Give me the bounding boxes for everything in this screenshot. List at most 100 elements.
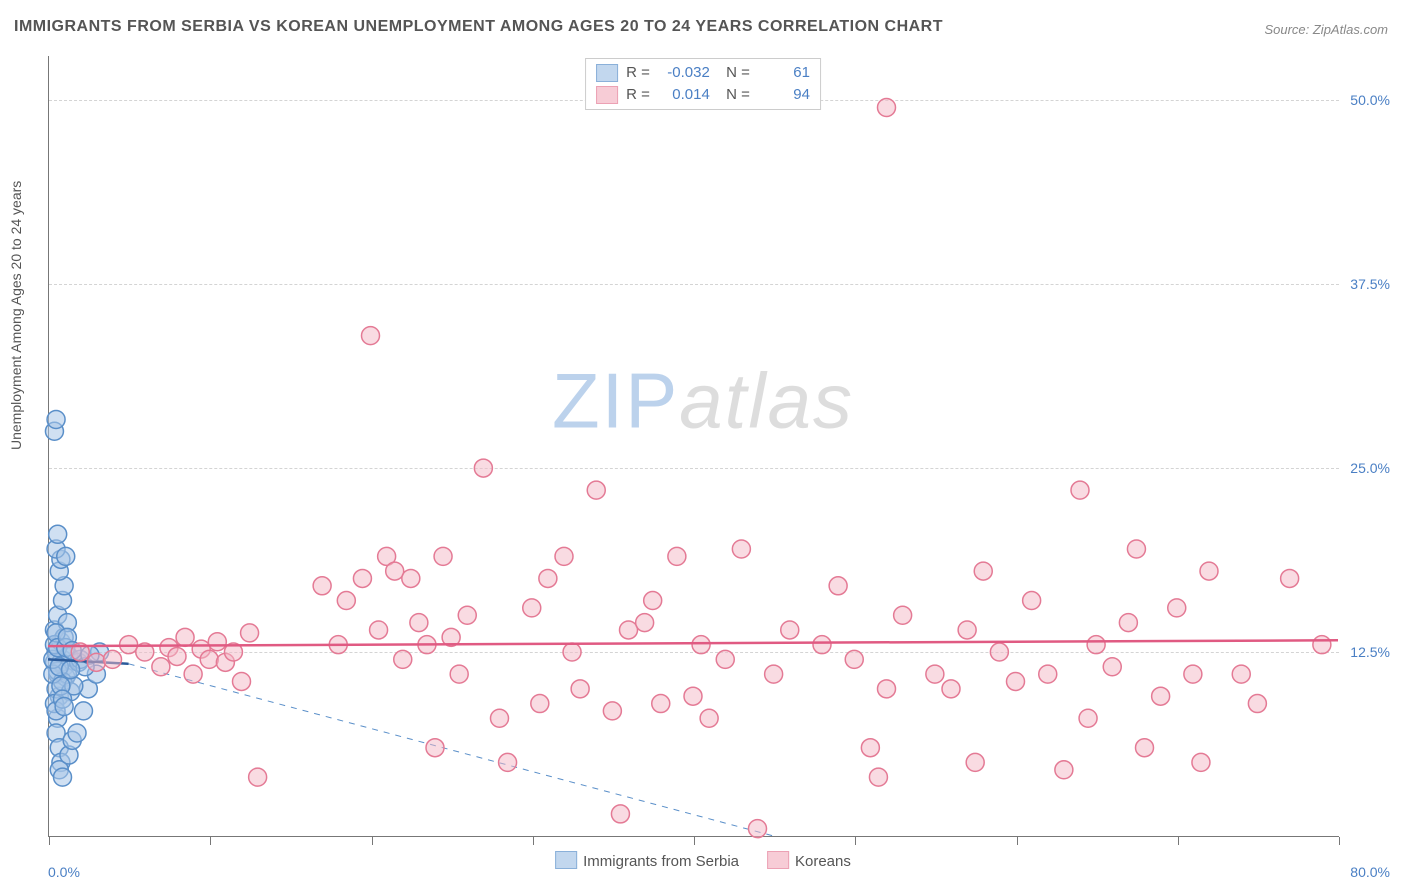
data-point bbox=[104, 650, 122, 668]
data-point bbox=[958, 621, 976, 639]
data-point bbox=[1127, 540, 1145, 558]
data-point bbox=[869, 768, 887, 786]
data-point bbox=[749, 820, 767, 838]
y-axis-label: Unemployment Among Ages 20 to 24 years bbox=[8, 181, 24, 450]
data-point bbox=[1079, 709, 1097, 727]
data-point bbox=[894, 606, 912, 624]
data-point bbox=[523, 599, 541, 617]
data-point bbox=[620, 621, 638, 639]
legend-n-label: N = bbox=[718, 62, 750, 84]
data-point bbox=[68, 724, 86, 742]
data-point bbox=[966, 753, 984, 771]
correlation-legend: R =-0.032 N =61R =0.014 N =94 bbox=[585, 58, 821, 110]
x-tick-mark bbox=[1339, 837, 1340, 845]
data-point bbox=[813, 636, 831, 654]
data-point bbox=[370, 621, 388, 639]
data-point bbox=[1103, 658, 1121, 676]
data-point bbox=[1192, 753, 1210, 771]
data-point bbox=[765, 665, 783, 683]
data-point bbox=[337, 592, 355, 610]
legend-n-value: 61 bbox=[758, 62, 810, 84]
x-tick-mark bbox=[49, 837, 50, 845]
data-point bbox=[1248, 695, 1266, 713]
data-point bbox=[926, 665, 944, 683]
data-point bbox=[474, 459, 492, 477]
data-point bbox=[878, 99, 896, 117]
data-point bbox=[555, 547, 573, 565]
legend-r-value: -0.032 bbox=[658, 62, 710, 84]
data-point bbox=[974, 562, 992, 580]
data-point bbox=[426, 739, 444, 757]
data-point bbox=[1232, 665, 1250, 683]
x-tick-mark bbox=[210, 837, 211, 845]
data-point bbox=[692, 636, 710, 654]
x-tick-mark bbox=[694, 837, 695, 845]
scatter-svg bbox=[48, 56, 1338, 836]
data-point bbox=[450, 665, 468, 683]
data-point bbox=[168, 647, 186, 665]
data-point bbox=[1119, 614, 1137, 632]
data-point bbox=[57, 547, 75, 565]
data-point bbox=[636, 614, 654, 632]
chart-title: IMMIGRANTS FROM SERBIA VS KOREAN UNEMPLO… bbox=[14, 18, 943, 36]
data-point bbox=[990, 643, 1008, 661]
legend-label: Koreans bbox=[795, 853, 851, 870]
legend-swatch bbox=[555, 851, 577, 869]
data-point bbox=[587, 481, 605, 499]
data-point bbox=[362, 327, 380, 345]
data-point bbox=[861, 739, 879, 757]
data-point bbox=[386, 562, 404, 580]
legend-r-value: 0.014 bbox=[658, 84, 710, 106]
data-point bbox=[845, 650, 863, 668]
data-point bbox=[668, 547, 686, 565]
data-point bbox=[434, 547, 452, 565]
legend-swatch bbox=[767, 851, 789, 869]
legend-item: Immigrants from Serbia bbox=[555, 851, 739, 870]
x-tick-label-max: 80.0% bbox=[1350, 864, 1390, 880]
data-point bbox=[353, 569, 371, 587]
data-point bbox=[1136, 739, 1154, 757]
data-point bbox=[55, 697, 73, 715]
data-point bbox=[249, 768, 267, 786]
legend-label: Immigrants from Serbia bbox=[583, 853, 739, 870]
legend-n-value: 94 bbox=[758, 84, 810, 106]
data-point bbox=[1055, 761, 1073, 779]
data-point bbox=[62, 661, 80, 679]
data-point bbox=[652, 695, 670, 713]
data-point bbox=[1313, 636, 1331, 654]
data-point bbox=[1152, 687, 1170, 705]
legend-stat-row: R =-0.032 N =61 bbox=[596, 62, 810, 84]
data-point bbox=[539, 569, 557, 587]
data-point bbox=[410, 614, 428, 632]
y-tick-label: 50.0% bbox=[1350, 92, 1390, 108]
legend-n-label: N = bbox=[718, 84, 750, 106]
data-point bbox=[829, 577, 847, 595]
data-point bbox=[241, 624, 259, 642]
data-point bbox=[1071, 481, 1089, 499]
source-attribution: Source: ZipAtlas.com bbox=[1264, 22, 1388, 37]
data-point bbox=[1184, 665, 1202, 683]
data-point bbox=[781, 621, 799, 639]
data-point bbox=[732, 540, 750, 558]
data-point bbox=[563, 643, 581, 661]
y-tick-label: 25.0% bbox=[1350, 460, 1390, 476]
data-point bbox=[1281, 569, 1299, 587]
data-point bbox=[233, 672, 251, 690]
data-point bbox=[571, 680, 589, 698]
data-point bbox=[684, 687, 702, 705]
x-tick-mark bbox=[1178, 837, 1179, 845]
data-point bbox=[54, 768, 72, 786]
y-tick-label: 37.5% bbox=[1350, 276, 1390, 292]
x-tick-mark bbox=[372, 837, 373, 845]
data-point bbox=[47, 411, 65, 429]
data-point bbox=[1200, 562, 1218, 580]
data-point bbox=[152, 658, 170, 676]
data-point bbox=[394, 650, 412, 668]
data-point bbox=[402, 569, 420, 587]
y-tick-label: 12.5% bbox=[1350, 644, 1390, 660]
data-point bbox=[531, 695, 549, 713]
data-point bbox=[184, 665, 202, 683]
data-point bbox=[87, 653, 105, 671]
data-point bbox=[603, 702, 621, 720]
x-tick-mark bbox=[533, 837, 534, 845]
